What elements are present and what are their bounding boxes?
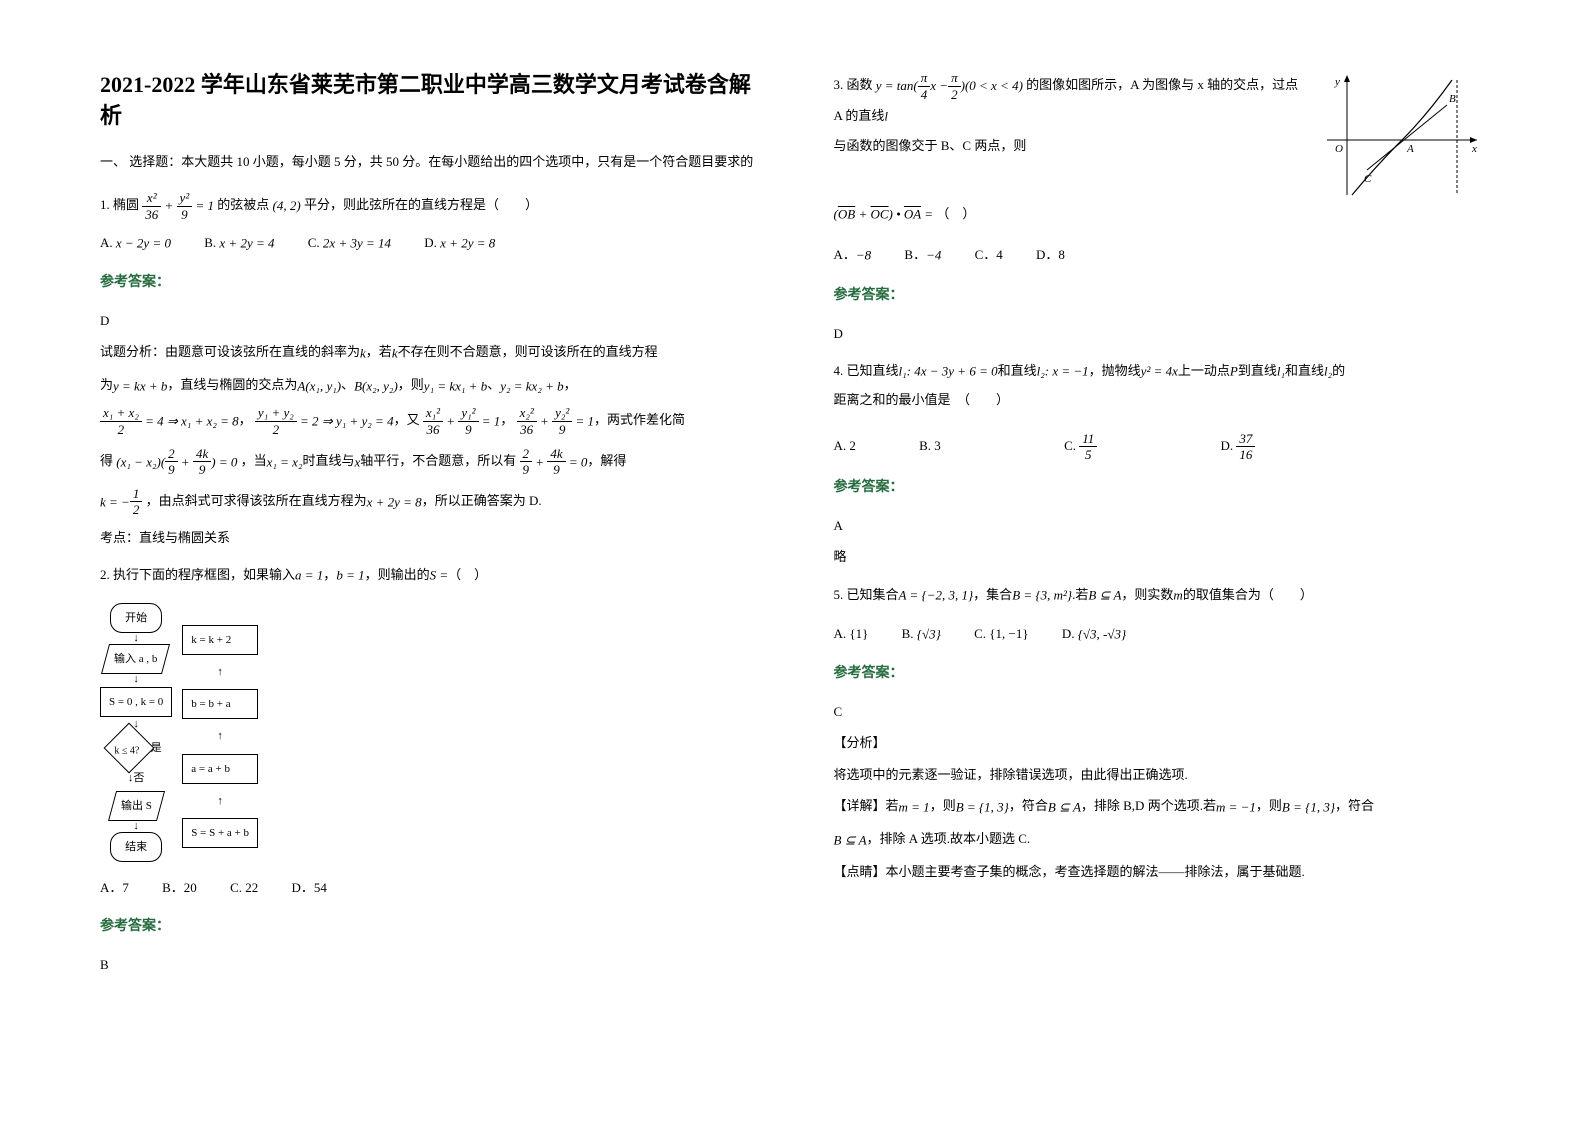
q2-optA: A．7: [100, 874, 129, 903]
q1-kaodian: 考点：直线与椭圆关系: [100, 526, 754, 549]
svg-text:x: x: [1471, 143, 1477, 155]
q1-tail: 平分，则此弦所在的直线方程是（ ）: [304, 197, 538, 212]
question-3: O A x y B C 3. 函数 y = tan(π4x −π2)(0 < x…: [834, 70, 1488, 345]
arrow-up-icon: ↑: [182, 789, 258, 813]
q1-optC: C. 2x + 3y = 14: [308, 229, 391, 258]
q1-ref: 参考答案：: [100, 268, 754, 299]
q3-optC: C．4: [975, 241, 1003, 270]
q3-optB: B．−4: [904, 241, 941, 270]
q1-options: A. x − 2y = 0 B. x + 2y = 4 C. 2x + 3y =…: [100, 229, 754, 258]
q4-optD: D. 3716: [1221, 431, 1256, 463]
flow-input: 输入 a , b: [101, 644, 170, 674]
arrow-down-icon: ↓: [133, 674, 139, 685]
q5-options: A. {1} B. {√3} C. {1, −1} D. {√3, -√3}: [834, 620, 1488, 649]
svg-text:O: O: [1335, 143, 1343, 155]
q3-ref: 参考答案：: [834, 281, 1488, 312]
section-heading: 一、 选择题：本大题共 10 小题，每小题 5 分，共 50 分。在每小题给出的…: [100, 152, 754, 173]
right-column: O A x y B C 3. 函数 y = tan(π4x −π2)(0 < x…: [834, 70, 1488, 989]
flow-init: S = 0 , k = 0: [100, 687, 172, 717]
q1-expl3: x₁ + x₂2 = 4 ⇒ x₁ + x₂ = 8， y₁ + y₂2 = 2…: [100, 405, 754, 437]
q1-expl2: 为y = kx + b，直线与椭圆的交点为A(x₁, y₁)、B(x₂, y₂)…: [100, 373, 754, 398]
q1-expl5: k = −12 ，由点斜式可求得该弦所在直线方程为x + 2y = 8，所以正确…: [100, 486, 754, 518]
q5-optD: D. {√3, -√3}: [1062, 620, 1126, 649]
q5-ans: C: [834, 700, 1488, 723]
q2-optD: D．54: [291, 874, 326, 903]
q1-ans: D: [100, 309, 754, 332]
page: 2021-2022 学年山东省莱芜市第二职业中学高三数学文月考试卷含解析 一、 …: [0, 0, 1587, 1019]
q5-xiangjie: 【详解】若m = 1，则B = {1, 3}，符合B ⊆ A，排除 B,D 两个…: [834, 794, 1488, 819]
q1-expl4: 得 (x₁ − x₂)(29 + 4k9) = 0 ，当x₁ = x₂时直线与x…: [100, 446, 754, 478]
q3-options: A．−8 B．−4 C．4 D．8: [834, 241, 1488, 270]
q3-graph: O A x y B C: [1317, 70, 1487, 200]
eq1: = 1: [195, 198, 214, 213]
q4-lue: 略: [834, 545, 1488, 568]
q1-mid: 的弦被点: [217, 197, 269, 212]
q1-optD: D. x + 2y = 8: [424, 229, 495, 258]
q1-frac2: y²9: [177, 190, 193, 222]
q5-ref: 参考答案：: [834, 659, 1488, 690]
tan-graph-icon: O A x y B C: [1317, 70, 1487, 200]
q5-xiangjie2: B ⊆ A，排除 A 选项.故本小题选 C.: [834, 827, 1488, 852]
q1-optB: B. x + 2y = 4: [204, 229, 274, 258]
q2-ref: 参考答案：: [100, 912, 754, 943]
flow-r1: k = k + 2: [182, 625, 258, 655]
arrow-down-icon: ↓: [133, 633, 139, 644]
flow-cond: k ≤ 4?: [103, 723, 154, 774]
q4-optA: A. 2: [834, 432, 856, 461]
flow-r4: S = S + a + b: [182, 818, 258, 848]
q2-optB: B．20: [162, 874, 197, 903]
q2-options: A．7 B．20 C. 22 D．54: [100, 874, 754, 903]
q1-optA: A. x − 2y = 0: [100, 229, 171, 258]
svg-text:B: B: [1449, 93, 1456, 105]
arrow-up-icon: ↑: [182, 660, 258, 684]
question-5: 5. 已知集合A = {−2, 3, 1}，集合B = {3, m²}.若B ⊆…: [834, 581, 1488, 883]
svg-text:C: C: [1364, 173, 1372, 185]
question-2: 2. 执行下面的程序框图，如果输入a = 1，b = 1，则输出的S =（ ） …: [100, 561, 754, 976]
question-1: 1. 椭圆 x²36 + y²9 = 1 的弦被点 (4, 2) 平分，则此弦所…: [100, 190, 754, 549]
flow-r2: b = b + a: [182, 689, 258, 719]
q1-expl1: 试题分析：由题意可设该弦所在直线的斜率为k，若k不存在则不合题意，则可设该所在的…: [100, 340, 754, 365]
exam-title: 2021-2022 学年山东省莱芜市第二职业中学高三数学文月考试卷含解析: [100, 70, 754, 132]
question-4: 4. 已知直线l₁: 4x − 3y + 6 = 0和直线l₂: x = −1，…: [834, 357, 1488, 569]
q1-point: (4, 2): [273, 198, 301, 213]
left-column: 2021-2022 学年山东省莱芜市第二职业中学高三数学文月考试卷含解析 一、 …: [100, 70, 754, 989]
q1-prefix: 1. 椭圆: [100, 197, 139, 212]
flow-r3: a = a + b: [182, 754, 258, 784]
flow-end: 结束: [110, 832, 162, 862]
q5-optA: A. {1}: [834, 620, 869, 649]
q3-optD: D．8: [1036, 241, 1065, 270]
q3-ans: D: [834, 322, 1488, 345]
q1-frac1: x²36: [142, 190, 161, 222]
svg-text:A: A: [1406, 143, 1414, 155]
q5-fenxi: 【分析】: [834, 731, 1488, 754]
svg-text:y: y: [1334, 76, 1340, 88]
plus-sign: +: [165, 198, 177, 213]
arrow-up-icon: ↑: [182, 724, 258, 748]
q5-fenxi-text: 将选项中的元素逐一验证，排除错误选项，由此得出正确选项.: [834, 763, 1488, 786]
q4-optB: B. 3: [919, 432, 941, 461]
q3-optA: A．−8: [834, 241, 872, 270]
q5-dianjing: 【点睛】本小题主要考查子集的概念，考查选择题的解法——排除法，属于基础题.: [834, 860, 1488, 883]
q3-vec-expr: (OB + OC) • OA =: [834, 207, 937, 222]
arrow-down-icon: ↓: [133, 821, 139, 832]
q4-ref: 参考答案：: [834, 473, 1488, 504]
q2-optC: C. 22: [230, 874, 258, 903]
q2-ans: B: [100, 953, 754, 976]
q4-ans: A: [834, 514, 1488, 537]
q5-optC: C. {1, −1}: [974, 620, 1028, 649]
flowchart: 开始 ↓ 输入 a , b ↓ S = 0 , k = 0 ↓ k ≤ 4? 是…: [100, 603, 754, 862]
q4-options: A. 2 B. 3 C. 115 D. 3716: [834, 431, 1488, 463]
flow-output: 输出 S: [108, 791, 165, 821]
flow-start: 开始: [110, 603, 162, 633]
q4-optC: C. 115: [1064, 431, 1097, 463]
q5-optB: B. {√3}: [902, 620, 941, 649]
